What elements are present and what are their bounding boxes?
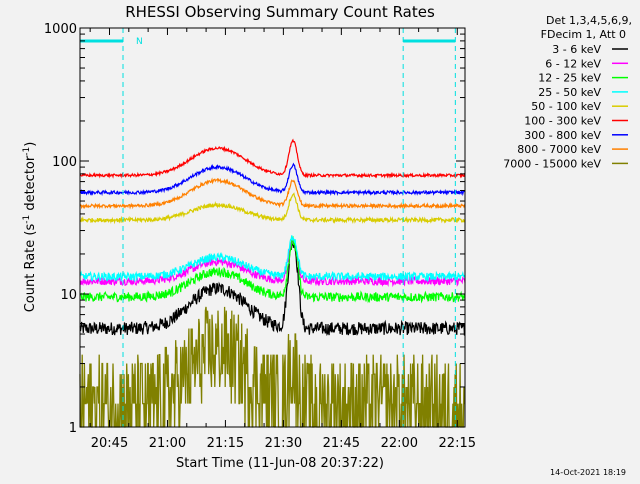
x-tick-label-0: 20:45: [91, 436, 128, 451]
legend-header-2: FDecim 1, Att 0: [541, 28, 626, 41]
y-tick-label-3: 1000: [44, 22, 77, 37]
x-tick-label-5: 22:00: [381, 436, 418, 451]
legend-label-7: 800 - 7000 keV: [517, 143, 601, 156]
legend-label-8: 7000 - 15000 keV: [503, 157, 601, 170]
legend-label-4: 50 - 100 keV: [531, 100, 601, 113]
x-tick-label-4: 21:45: [323, 436, 360, 451]
series-line-8: [79, 306, 466, 428]
night-annotation: N: [136, 37, 143, 47]
legend-label-5: 100 - 300 keV: [524, 115, 601, 128]
legend-label-0: 3 - 6 keV: [552, 43, 601, 56]
series-line-3: [79, 235, 466, 283]
axis-ticks: 20:45 21:00 21:15 21:30 21:45 22:00 22:15 1 10 10…: [44, 22, 476, 451]
series-line-4: [79, 192, 466, 225]
x-tick-label-1: 21:00: [149, 436, 186, 451]
series-line-0: [79, 237, 466, 337]
x-tick-label-6: 22:15: [439, 436, 476, 451]
legend-label-2: 12 - 25 keV: [538, 72, 601, 85]
series-line-6: [79, 162, 466, 197]
y-tick-label-2: 100: [52, 155, 77, 170]
plot-frame: [79, 27, 466, 428]
footer-date: 14-Oct-2021 18:19: [550, 468, 626, 477]
series-line-7: [79, 177, 465, 210]
legend-label-6: 300 - 800 keV: [524, 129, 601, 142]
series-layer: [79, 138, 466, 428]
y-axis-label: Count Rate (s-1 detector-1): [22, 142, 38, 313]
series-line-2: [79, 235, 466, 304]
x-tick-label-2: 21:15: [207, 436, 244, 451]
series-line-5: [79, 138, 466, 179]
chart-title: RHESSI Observing Summary Count Rates: [125, 3, 435, 21]
y-tick-label-1: 10: [60, 288, 77, 303]
x-tick-label-3: 21:30: [265, 436, 302, 451]
x-axis-label: Start Time (11-Jun-08 20:37:22): [176, 456, 384, 471]
y-tick-label-0: 1: [69, 421, 77, 436]
legend-label-1: 6 - 12 keV: [545, 57, 601, 70]
legend-header-1: Det 1,3,4,5,6,9,: [546, 14, 632, 27]
legend-label-3: 25 - 50 keV: [538, 86, 601, 99]
